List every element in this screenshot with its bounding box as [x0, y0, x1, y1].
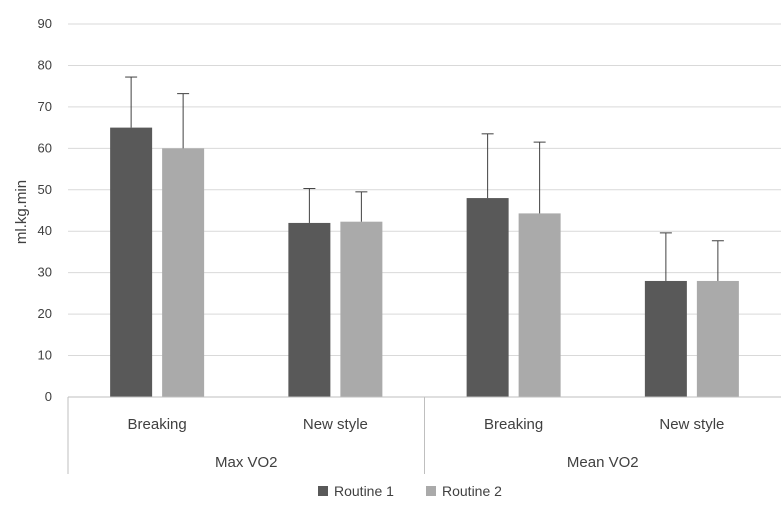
bar: [466, 198, 509, 397]
legend-swatch: [318, 486, 328, 496]
legend-swatch: [426, 486, 436, 496]
bar: [162, 148, 205, 397]
y-tick-label: 10: [38, 348, 52, 363]
x-tick-label: Breaking: [484, 416, 543, 433]
bar: [110, 127, 153, 397]
x-group-label: Max VO2: [215, 454, 278, 471]
x-tick-label: New style: [659, 416, 724, 433]
x-group-label: Mean VO2: [567, 454, 639, 471]
y-tick-label: 20: [38, 306, 52, 321]
y-tick-label: 0: [45, 389, 52, 404]
y-tick-label: 30: [38, 265, 52, 280]
x-tick-label: New style: [303, 416, 368, 433]
y-tick-label: 70: [38, 99, 52, 114]
y-tick-label: 50: [38, 182, 52, 197]
legend-label: Routine 1: [334, 483, 394, 499]
legend-label: Routine 2: [442, 483, 502, 499]
bar: [518, 213, 561, 397]
y-tick-label: 90: [38, 16, 52, 31]
bar: [696, 280, 739, 397]
bar: [340, 221, 383, 397]
y-axis-ticks: 0 10 20 30 40 50 60 70 80 90: [38, 16, 52, 404]
x-tick-label: Breaking: [128, 416, 187, 433]
y-tick-label: 40: [38, 223, 52, 238]
bar: [644, 280, 687, 397]
x-axis: Breaking New style Breaking New style Max VO…: [67, 396, 781, 474]
y-axis-label: ml.kg.min: [13, 180, 30, 244]
bar: [288, 222, 331, 397]
bars: [110, 127, 739, 397]
legend: Routine 1 Routine 2: [318, 483, 502, 499]
error-bars: [125, 76, 724, 281]
y-tick-label: 60: [38, 140, 52, 155]
y-tick-label: 80: [38, 57, 52, 72]
